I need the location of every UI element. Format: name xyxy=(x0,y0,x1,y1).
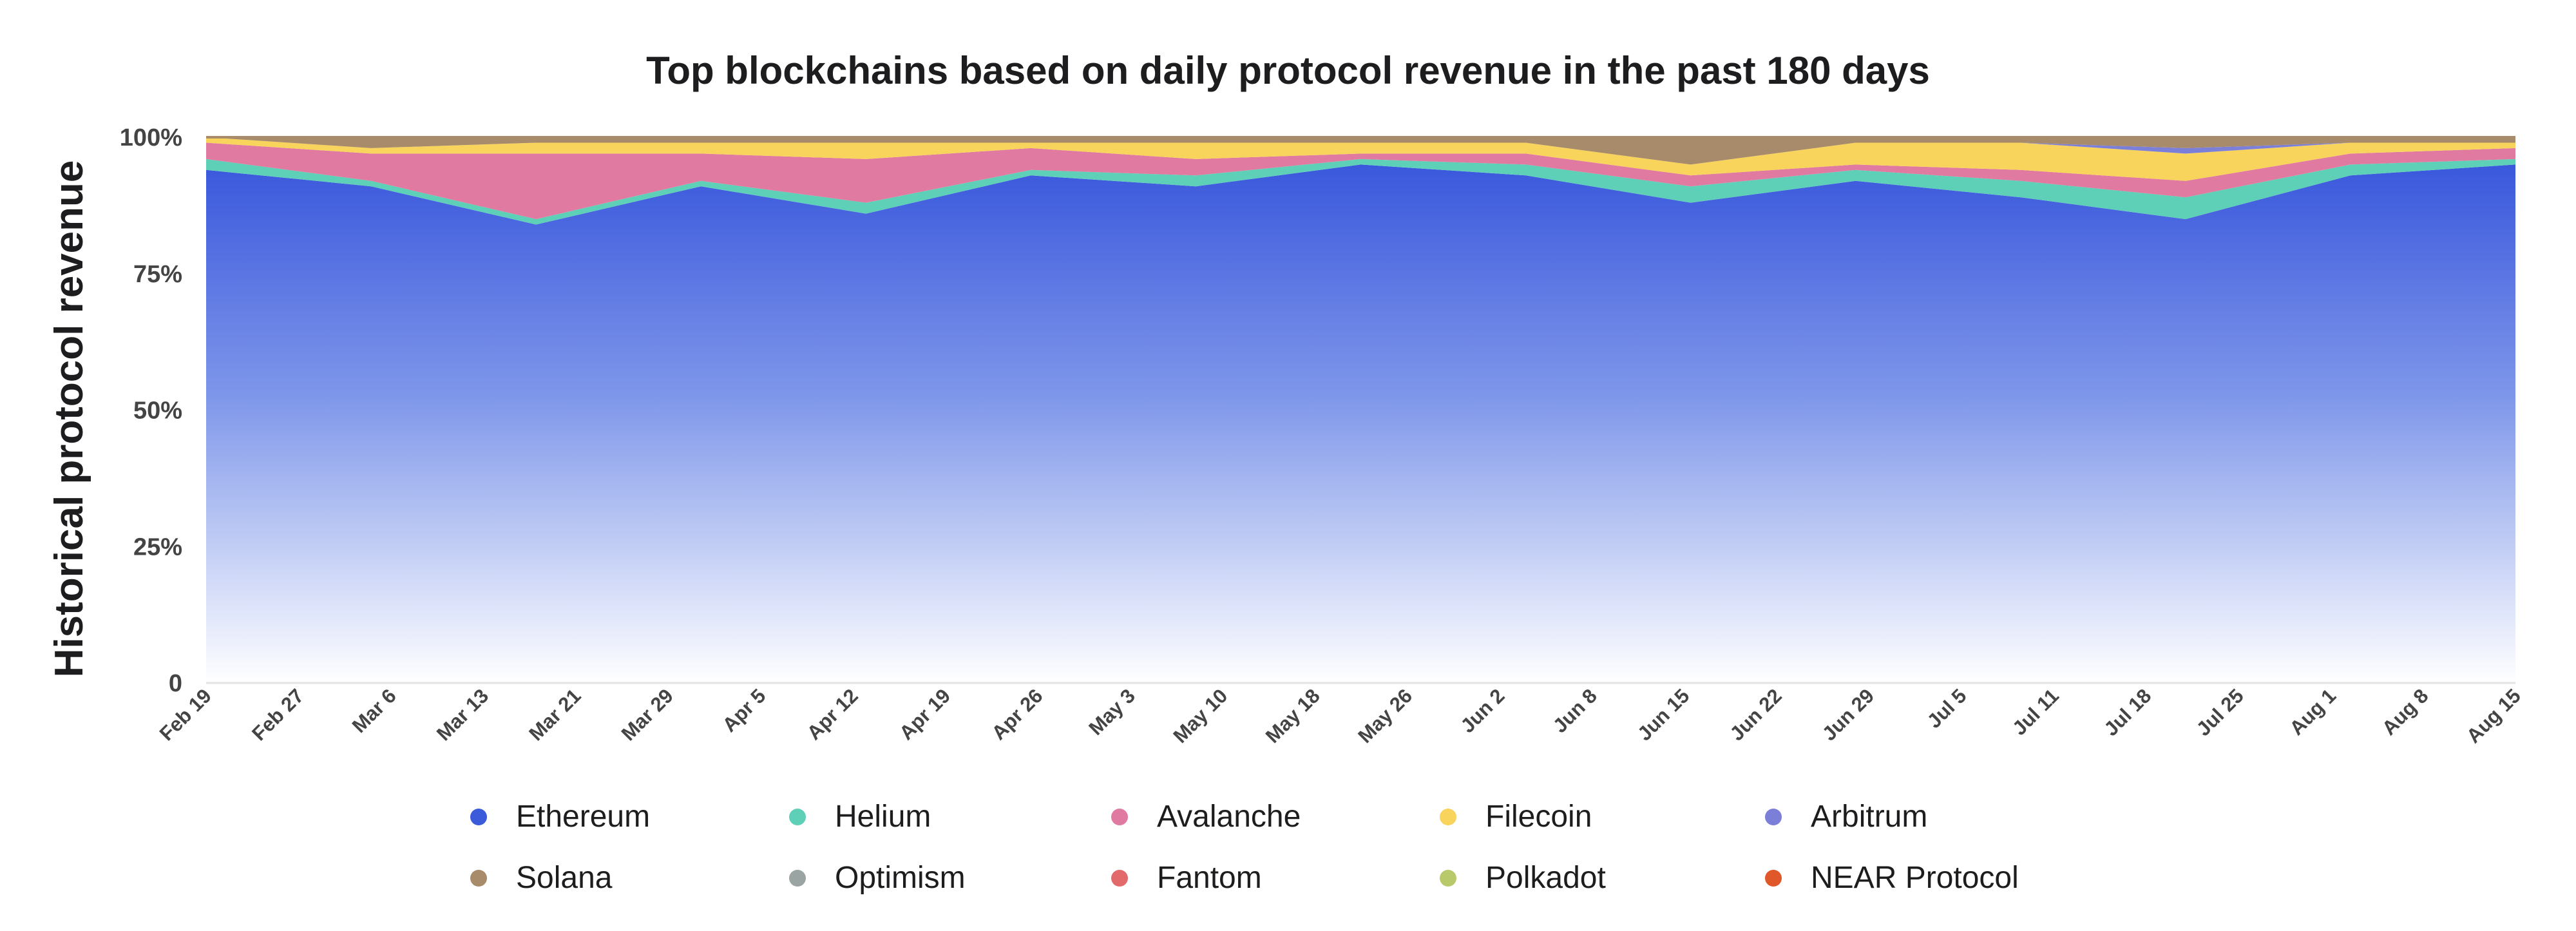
x-tick-label: Jun 22 xyxy=(1726,684,1786,745)
legend-item-polkadot[interactable]: Polkadot xyxy=(1440,860,1606,896)
x-tick-label: Jul 5 xyxy=(1923,684,1971,733)
area-ethereum xyxy=(206,164,2515,683)
y-tick-label: 100% xyxy=(120,124,182,151)
legend-item-solana[interactable]: Solana xyxy=(470,860,612,896)
legend-dot-icon xyxy=(1111,808,1128,825)
legend-dot-icon xyxy=(470,808,487,825)
legend-dot-icon xyxy=(1111,869,1128,887)
x-tick-label: Apr 12 xyxy=(803,684,863,744)
legend-item-arbitrum[interactable]: Arbitrum xyxy=(1765,799,1927,834)
area-solana xyxy=(206,137,2515,165)
legend-dot-icon xyxy=(1765,869,1782,887)
chart-title: Top blockchains based on daily protocol … xyxy=(646,49,1930,92)
x-tick-label: Jun 29 xyxy=(1818,684,1878,745)
x-tick-label: May 3 xyxy=(1084,684,1140,740)
legend-label: Filecoin xyxy=(1485,800,1592,834)
y-tick-label: 25% xyxy=(133,533,182,561)
y-tick-label: 0 xyxy=(169,670,182,697)
legend-dot-icon xyxy=(470,869,487,887)
x-tick-label: Aug 1 xyxy=(2285,684,2341,740)
legend-dot-icon xyxy=(1765,808,1782,825)
y-axis-ticks: 0 25% 50% 75% 100% xyxy=(120,124,182,697)
legend-label: Optimism xyxy=(835,861,966,895)
legend-label: Avalanche xyxy=(1157,800,1301,834)
legend-label: NEAR Protocol xyxy=(1811,861,2019,895)
x-tick-label: May 10 xyxy=(1169,684,1232,747)
x-tick-label: Apr 5 xyxy=(718,684,770,736)
x-tick-label: Mar 13 xyxy=(432,684,493,745)
x-tick-label: Jul 18 xyxy=(2099,684,2155,740)
legend-label: Fantom xyxy=(1157,861,1262,895)
legend-item-optimism[interactable]: Optimism xyxy=(789,860,966,896)
x-tick-label: Aug 15 xyxy=(2462,684,2525,747)
y-axis-label: Historical protocol revenue xyxy=(47,160,91,678)
legend-item-helium[interactable]: Helium xyxy=(789,799,931,834)
x-tick-label: May 26 xyxy=(1353,684,1417,747)
legend-label: Ethereum xyxy=(516,800,651,834)
legend-dot-icon xyxy=(1440,808,1456,825)
x-tick-label: Apr 26 xyxy=(987,684,1047,744)
legend-label: Helium xyxy=(835,800,931,834)
legend-item-near-protocol[interactable]: NEAR Protocol xyxy=(1765,860,2019,896)
x-tick-label: Jul 11 xyxy=(2008,684,2063,740)
legend-item-ethereum[interactable]: Ethereum xyxy=(470,799,650,834)
x-tick-label: Feb 27 xyxy=(247,684,308,745)
legend-label: Arbitrum xyxy=(1811,800,1928,834)
series-areas xyxy=(206,136,2515,683)
x-tick-label: Mar 6 xyxy=(348,684,401,737)
x-tick-label: Jul 25 xyxy=(2192,684,2248,740)
legend-dot-icon xyxy=(1440,869,1456,887)
legend-label: Solana xyxy=(516,861,613,895)
x-tick-label: Mar 29 xyxy=(617,684,678,745)
y-tick-label: 50% xyxy=(133,398,182,425)
legend-item-fantom[interactable]: Fantom xyxy=(1111,860,1262,896)
legend-dot-icon xyxy=(789,869,806,887)
legend-dot-icon xyxy=(789,808,806,825)
legend-item-filecoin[interactable]: Filecoin xyxy=(1440,799,1592,834)
area-filecoin xyxy=(206,137,2515,181)
y-axis-label-group: Historical protocol revenue xyxy=(47,160,91,678)
x-tick-label: Mar 21 xyxy=(524,684,585,745)
x-tick-label: Jun 2 xyxy=(1456,684,1509,737)
x-tick-label: Apr 19 xyxy=(895,684,955,744)
legend-label: Polkadot xyxy=(1485,861,1606,895)
y-tick-label: 75% xyxy=(133,261,182,288)
x-tick-label: Jun 8 xyxy=(1549,684,1601,737)
x-tick-label: Jun 15 xyxy=(1633,684,1693,745)
x-axis-ticks: Feb 19 Feb 27 Mar 6 Mar 13 Mar 21 Mar 29 Apr 5… xyxy=(155,684,2525,747)
x-tick-label: Feb 19 xyxy=(155,684,216,745)
legend-item-avalanche[interactable]: Avalanche xyxy=(1111,799,1301,834)
x-tick-label: May 18 xyxy=(1261,684,1324,747)
x-tick-label: Aug 8 xyxy=(2378,684,2433,740)
area-avalanche xyxy=(206,142,2515,220)
